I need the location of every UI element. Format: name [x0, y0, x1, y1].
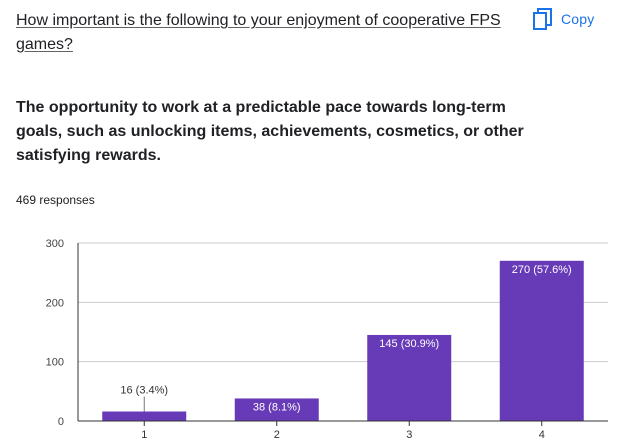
- bar: [499, 260, 584, 421]
- y-tick-label: 300: [46, 238, 64, 250]
- response-count: 469 responses: [16, 193, 95, 207]
- data-label: 270 (57.6%): [512, 264, 572, 276]
- copy-button[interactable]: Copy: [533, 5, 594, 33]
- x-tick-label: 4: [539, 429, 545, 441]
- x-tick-label: 2: [274, 429, 280, 441]
- bar: [102, 411, 187, 421]
- data-label: 16 (3.4%): [120, 385, 168, 397]
- bar: [367, 334, 452, 421]
- y-tick-label: 200: [46, 297, 64, 309]
- x-tick-label: 1: [141, 429, 147, 441]
- y-tick-label: 100: [46, 357, 64, 369]
- copy-icon: [533, 7, 553, 31]
- x-tick-label: 3: [406, 429, 412, 441]
- chart-subtitle: The opportunity to work at a predictable…: [16, 99, 524, 164]
- question-title-link[interactable]: How important is the following to your e…: [16, 12, 501, 53]
- bar: [234, 398, 319, 421]
- data-label: 145 (30.9%): [379, 338, 439, 350]
- copy-button-label: Copy: [561, 11, 595, 27]
- y-tick-label: 0: [58, 416, 64, 428]
- data-label: 38 (8.1%): [253, 401, 301, 413]
